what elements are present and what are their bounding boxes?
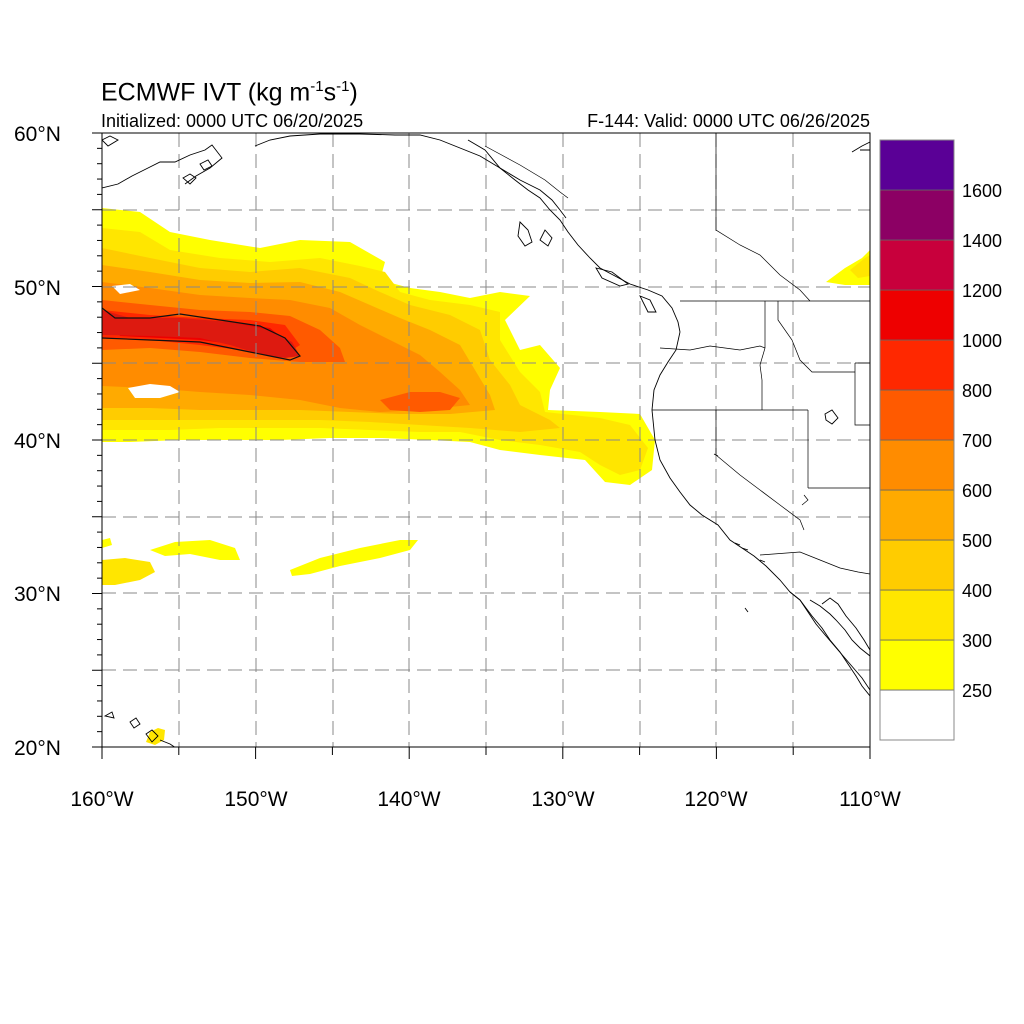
lake-tahoe-marker [713, 453, 719, 457]
ivt-patch-ne-3 [102, 538, 112, 548]
x-tick-label-110w: 110°W [839, 788, 901, 811]
colorbar-label: 1000 [962, 331, 1002, 351]
id-mt-border [777, 301, 855, 373]
channel-islands [734, 542, 766, 613]
alaska-islands [102, 135, 213, 185]
us-mexico-border [759, 551, 870, 575]
ivt-gap-white [128, 384, 180, 398]
x-tick-label-140w: 140°W [377, 788, 440, 811]
ivt-patch-southeast [290, 540, 418, 576]
alaska-coast [102, 133, 567, 219]
ivt-contour-1000 [102, 307, 301, 361]
y-tick-label-50n: 50°N [14, 277, 61, 300]
map-plot-area [101, 132, 871, 748]
colorbar-boxes [879, 139, 955, 741]
or-id-border [759, 347, 766, 410]
bc-alberta-border [715, 133, 811, 302]
az-border [801, 487, 870, 506]
colorbar-swatch [879, 589, 955, 641]
colorbar-label: 600 [962, 481, 992, 501]
graticule [102, 133, 870, 747]
x-tick-label-150w: 150°W [224, 788, 287, 811]
colorbar-swatch [879, 339, 955, 391]
x-tick-label-120w: 120°W [684, 788, 747, 811]
political-borders [484, 133, 870, 575]
colorbar-label: 250 [962, 681, 992, 701]
wa-or-border [659, 345, 766, 351]
colorbar-label: 1400 [962, 231, 1002, 251]
y-axis-labels: 60°N 50°N 40°N 30°N 20°N [14, 123, 61, 760]
axis-ticks [92, 132, 871, 759]
colorbar-frame [879, 139, 955, 741]
colorbar-swatch [879, 139, 955, 191]
colorbar-swatch [879, 439, 955, 491]
x-axis-labels: 160°W 150°W 140°W 130°W 120°W 110°W [70, 788, 901, 811]
colorbar-swatch [879, 639, 955, 691]
ivt-patch-sw [102, 558, 155, 585]
map-title: ECMWF IVT (kg m-1s-1) [101, 78, 358, 107]
colorbar-label: 1200 [962, 281, 1002, 301]
y-tick-label-20n: 20°N [14, 737, 61, 760]
great-lakes-fragments [824, 141, 870, 425]
gulf-california [821, 597, 870, 651]
y-minor-ticks [92, 132, 102, 748]
y-tick-label-40n: 40°N [14, 430, 61, 453]
valid-time-label: F-144: Valid: 0000 UTC 06/26/2025 [587, 111, 870, 131]
y-tick-label-30n: 30°N [14, 583, 61, 606]
colorbar-label: 300 [962, 631, 992, 651]
colorbar-swatch [879, 539, 955, 591]
x-minor-ticks [101, 747, 871, 759]
colorbar-swatch [879, 489, 955, 541]
x-tick-label-130w: 130°W [531, 788, 594, 811]
colorbar-swatch [879, 289, 955, 341]
colorbar-label: 700 [962, 431, 992, 451]
initialized-label: Initialized: 0000 UTC 06/20/2025 [101, 111, 364, 131]
ivt-patch-central-south [150, 540, 240, 560]
colorbar-swatch [879, 239, 955, 291]
colorbar-label: 500 [962, 531, 992, 551]
y-tick-label-60n: 60°N [14, 123, 61, 146]
ivt-band-700-south [380, 392, 460, 412]
alaska-canada-border [484, 145, 569, 199]
ivt-patch-ne-2 [850, 255, 870, 278]
bc-coast [467, 139, 681, 333]
wy-border [854, 362, 870, 426]
colorbar-label: 1600 [962, 181, 1002, 201]
coastlines [102, 133, 870, 747]
colorbar: 250 300 400 500 600 700 800 1000 1200 1400 1600 [879, 139, 1002, 741]
colorbar-labels: 250 300 400 500 600 700 800 1000 1200 1400 1600 [962, 181, 1002, 701]
ivt-core-dark [102, 310, 300, 358]
colorbar-label: 800 [962, 381, 992, 401]
colorbar-swatch [879, 689, 955, 741]
ivt-shading [102, 208, 870, 745]
hawaii-islands [103, 711, 176, 747]
colorbar-swatch [879, 389, 955, 441]
colorbar-label: 400 [962, 581, 992, 601]
colorbar-swatch [879, 189, 955, 241]
x-tick-label-160w: 160°W [70, 788, 133, 811]
bc-islands [517, 221, 657, 313]
baja-coast [789, 591, 870, 697]
us-west-coast [651, 331, 870, 691]
